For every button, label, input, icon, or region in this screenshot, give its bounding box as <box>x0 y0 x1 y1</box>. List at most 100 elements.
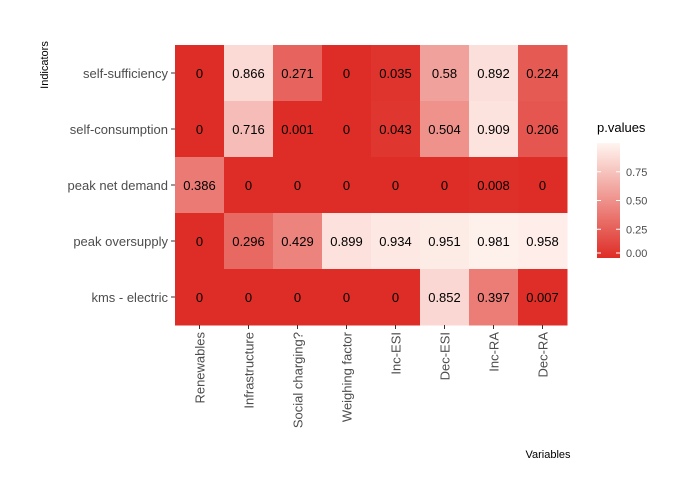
y-tick-label: self-sufficiency <box>83 66 169 81</box>
heatmap-cell <box>322 101 372 158</box>
cell-value-label: 0.716 <box>232 122 265 137</box>
heatmap-cell <box>322 269 372 326</box>
cell-value-label: 0.001 <box>281 122 314 137</box>
y-axis-ticks: self-sufficiency self-consumption peak net… <box>68 66 175 305</box>
cell-value-label: 0 <box>392 178 399 193</box>
cell-value-label: 0.008 <box>477 178 510 193</box>
heatmap-cell <box>224 269 274 326</box>
cell-value-label: 0 <box>539 178 546 193</box>
cell-value-label: 0.296 <box>232 234 265 249</box>
cell-value-label: 0.007 <box>526 290 559 305</box>
heatmap-cell <box>224 157 274 214</box>
heatmap-cell <box>518 101 568 158</box>
heatmap-cell <box>273 101 323 158</box>
cell-value-label: 0 <box>294 290 301 305</box>
heatmap-cell <box>371 157 421 214</box>
legend-tick-label: 0.75 <box>626 167 647 179</box>
cell-value-label: 0.866 <box>232 66 265 81</box>
heatmap-cell <box>420 45 470 102</box>
cell-value-label: 0 <box>343 66 350 81</box>
heatmap-cell <box>469 157 519 214</box>
x-tick-label: Inc-ESI <box>389 332 404 375</box>
cell-value-label: 0.981 <box>477 234 510 249</box>
colorbar <box>597 143 620 258</box>
cell-value-label: 0.958 <box>526 234 559 249</box>
cell-value-label: 0.934 <box>379 234 412 249</box>
cell-value-label: 0 <box>196 66 203 81</box>
legend-tick-label: 0.50 <box>626 196 647 208</box>
cell-value-label: 0 <box>245 178 252 193</box>
cell-value-label: 0.043 <box>379 122 412 137</box>
cell-value-label: 0 <box>343 122 350 137</box>
heatmap-cell <box>175 213 225 270</box>
heatmap-cell <box>469 45 519 102</box>
x-axis-ticks: Renewables Infrastructure Social charging?… <box>193 325 551 428</box>
y-tick-label: peak net demand <box>68 178 168 193</box>
heatmap-cell <box>371 45 421 102</box>
cell-value-label: 0.852 <box>428 290 461 305</box>
cell-value-label: 0 <box>196 290 203 305</box>
heatmap-cell <box>322 157 372 214</box>
heatmap-cell <box>469 269 519 326</box>
cell-value-label: 0.951 <box>428 234 461 249</box>
heatmap-cell <box>224 213 274 270</box>
heatmap-cell <box>469 213 519 270</box>
cell-value-label: 0 <box>196 122 203 137</box>
heatmap-cell <box>371 213 421 270</box>
heatmap-cell <box>175 101 225 158</box>
cell-value-label: 0.429 <box>281 234 314 249</box>
cell-value-label: 0.386 <box>183 178 216 193</box>
heatmap-cell <box>518 269 568 326</box>
cell-value-label: 0.224 <box>526 66 559 81</box>
heatmap-cell <box>273 157 323 214</box>
cell-value-label: 0 <box>392 290 399 305</box>
heatmap-cell <box>518 213 568 270</box>
cell-value-label: 0.899 <box>330 234 363 249</box>
cell-value-label: 0.58 <box>432 66 457 81</box>
y-tick-label: self-consumption <box>70 122 168 137</box>
x-tick-label: Weighing factor <box>340 331 355 422</box>
cell-value-label: 0.892 <box>477 66 510 81</box>
y-axis-title: Indicators <box>39 41 51 89</box>
cell-value-label: 0.206 <box>526 122 559 137</box>
cell-value-label: 0 <box>196 234 203 249</box>
heatmap-cell <box>420 213 470 270</box>
legend-tick-label: 0.00 <box>626 248 647 260</box>
cell-value-label: 0 <box>441 178 448 193</box>
cell-value-label: 0.504 <box>428 122 461 137</box>
cell-value-label: 0 <box>343 178 350 193</box>
heatmap-cell <box>322 45 372 102</box>
heatmap-cell <box>224 45 274 102</box>
heatmap-cell <box>420 157 470 214</box>
cell-value-label: 0.397 <box>477 290 510 305</box>
x-tick-label: Renewables <box>193 332 208 404</box>
heatmap-cell <box>322 213 372 270</box>
heatmap-cell <box>518 157 568 214</box>
heatmap-cell <box>175 269 225 326</box>
cell-value-label: 0 <box>294 178 301 193</box>
y-tick-label: kms - electric <box>91 290 168 305</box>
x-tick-label: Infrastructure <box>242 332 257 409</box>
heatmap-cell <box>420 269 470 326</box>
heatmap-cell <box>420 101 470 158</box>
heatmap-cell <box>273 45 323 102</box>
cell-value-label: 0 <box>343 290 350 305</box>
y-tick-label: peak oversupply <box>73 234 168 249</box>
cell-value-label: 0.271 <box>281 66 314 81</box>
heatmap-cell <box>371 101 421 158</box>
heatmap-cell <box>518 45 568 102</box>
heatmap-cell <box>224 101 274 158</box>
heatmap-cell <box>175 45 225 102</box>
x-tick-label: Dec-RA <box>536 332 551 378</box>
x-axis-title: Variables <box>525 449 571 461</box>
x-tick-label: Social charging? <box>291 332 306 428</box>
legend-tick-label: 0.25 <box>626 224 647 236</box>
heatmap-cells: 0 0.866 0.271 0 0.035 0.58 0.892 0.224 0 0.716 0.0… <box>175 45 568 326</box>
colorbar-legend: p.values 0.00 0.25 0.50 0.75 <box>597 120 647 260</box>
heatmap-cell <box>273 213 323 270</box>
heatmap-cell <box>175 157 225 214</box>
heatmap-cell <box>371 269 421 326</box>
cell-value-label: 0.035 <box>379 66 412 81</box>
heatmap-cell <box>273 269 323 326</box>
